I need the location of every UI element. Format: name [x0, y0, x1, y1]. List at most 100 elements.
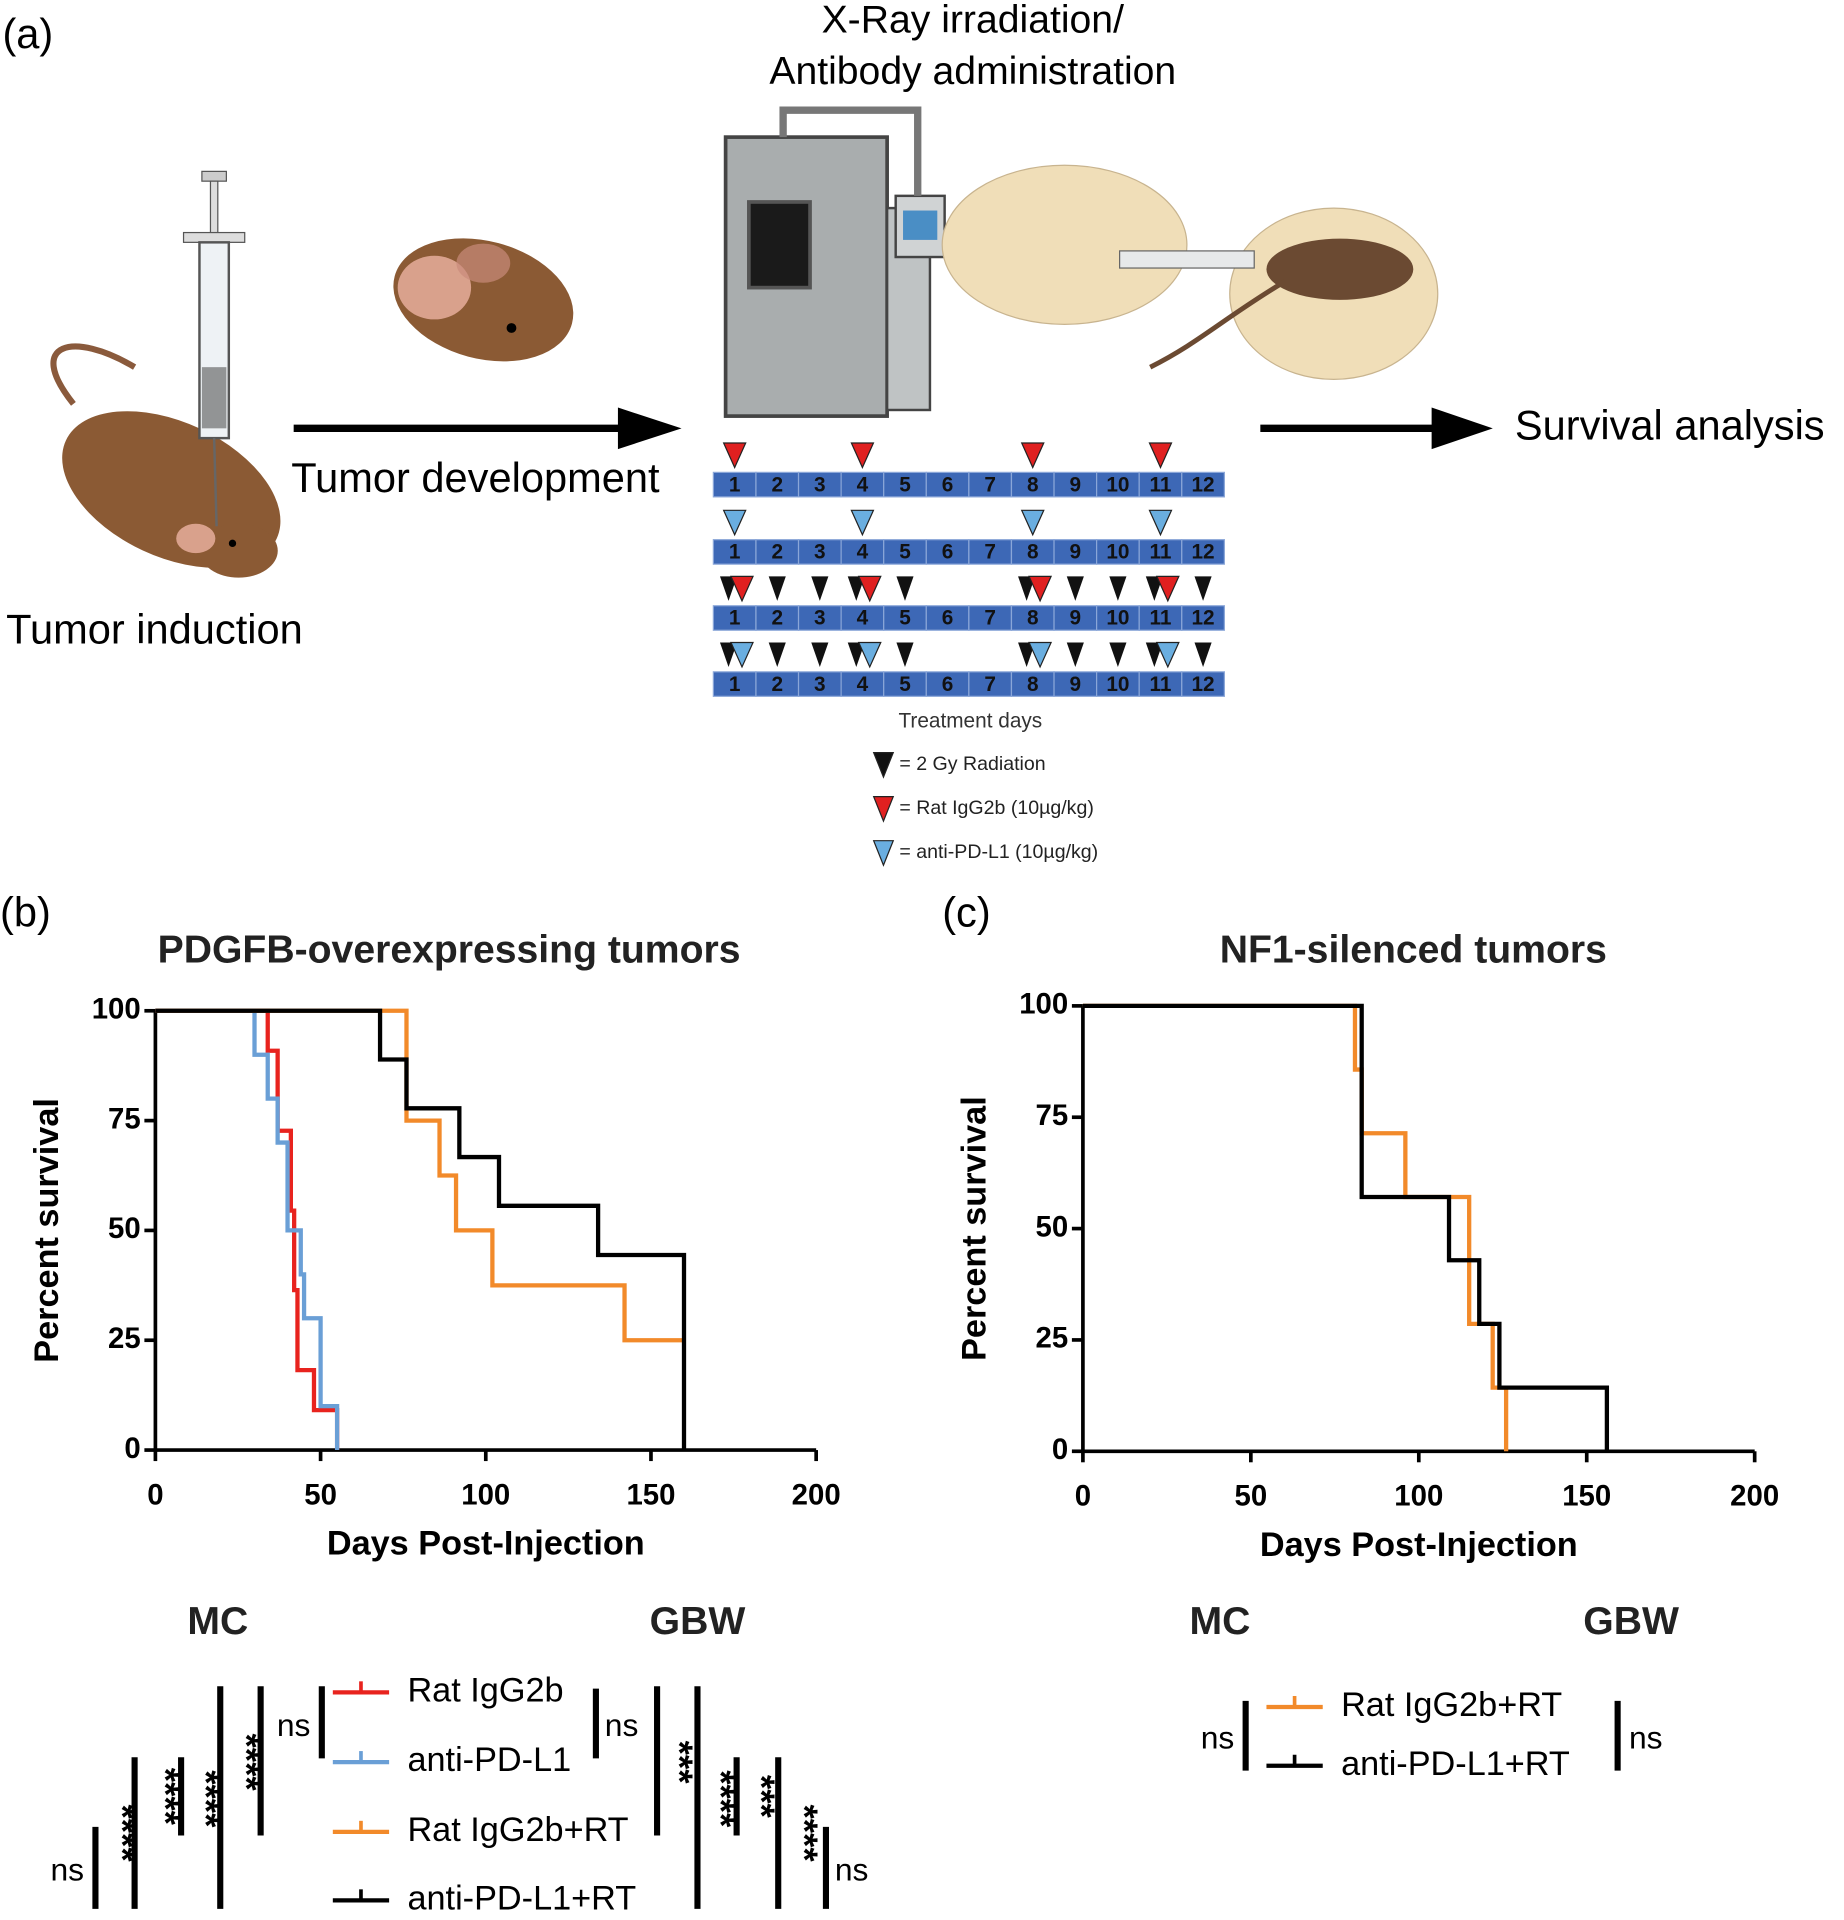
significance-label: ns: [1629, 1719, 1663, 1755]
x-tick-label: 150: [626, 1478, 675, 1511]
antibody-marker: [857, 575, 882, 603]
stats-header: MC: [1190, 1600, 1251, 1643]
survival-curve: [1082, 1003, 1610, 1452]
significance-label: ns: [277, 1707, 311, 1743]
day-number: 1: [729, 541, 741, 564]
day-number: 3: [814, 473, 826, 496]
day-number: 1: [729, 607, 741, 630]
day-cell: [755, 539, 800, 565]
antibody-marker: [1148, 442, 1173, 469]
stats-header: GBW: [1583, 1600, 1679, 1643]
y-tick-label: 100: [1019, 988, 1068, 1021]
radiation-marker: [1194, 576, 1212, 601]
y-tick-label: 50: [1036, 1210, 1069, 1243]
radiation-marker: [1109, 576, 1127, 601]
day-cell: [1010, 539, 1055, 565]
day-number: 10: [1106, 607, 1129, 630]
x-tick-label: 100: [461, 1478, 510, 1511]
survival-curve: [155, 1008, 687, 1451]
y-axis-label: Percent survival: [28, 1098, 66, 1363]
day-cell: [1181, 539, 1225, 565]
antibody-marker: [722, 509, 747, 537]
arrow: [1260, 407, 1493, 450]
legend-label: Rat IgG2b+RT: [407, 1811, 628, 1849]
stats-header: GBW: [650, 1600, 746, 1643]
day-number: 8: [1027, 473, 1039, 496]
survival-curve: [155, 1008, 340, 1451]
day-number: 2: [771, 673, 783, 696]
legend-label: Rat IgG2b: [407, 1671, 563, 1709]
legend-label: anti-PD-L1+RT: [1341, 1745, 1570, 1783]
day-number: 6: [942, 473, 954, 496]
day-cell: [925, 671, 970, 697]
x-axis-label: Days Post-Injection: [327, 1525, 645, 1563]
day-number: 12: [1191, 673, 1214, 696]
day-number: 4: [857, 673, 869, 696]
day-cell: [968, 539, 1013, 565]
day-number: 2: [771, 541, 783, 564]
x-axis-label: Days Post-Injection: [1260, 1526, 1578, 1564]
y-tick-label: 75: [108, 1102, 141, 1135]
day-number: 8: [1027, 607, 1039, 630]
antibody-marker: [730, 641, 754, 669]
radiation-marker: [768, 576, 786, 601]
x-tick-label: 100: [1394, 1480, 1443, 1513]
stats-header: MC: [187, 1600, 248, 1643]
day-number: 8: [1027, 673, 1039, 696]
antibody-marker: [850, 442, 875, 469]
y-tick-label: 0: [1052, 1433, 1068, 1466]
mouse-illustration: [50, 343, 281, 578]
significance-label: ****: [226, 1734, 267, 1792]
x-tick-label: 50: [1235, 1480, 1268, 1513]
day-number: 9: [1070, 607, 1082, 630]
day-cell: [1181, 605, 1225, 631]
day-number: 12: [1191, 541, 1214, 564]
day-cell: [840, 671, 885, 697]
day-cell: [755, 471, 800, 498]
panel-label: (b): [0, 888, 51, 935]
significance-label: ****: [102, 1805, 143, 1863]
significance-label: ****: [784, 1805, 825, 1863]
day-cell: [797, 539, 842, 565]
day-cell: [712, 671, 757, 697]
day-cell: [925, 605, 970, 631]
y-tick-label: 100: [92, 993, 141, 1026]
significance-label: ns: [51, 1852, 85, 1888]
step-label: Tumor development: [291, 454, 660, 501]
day-cell: [925, 471, 970, 498]
y-tick-label: 25: [1036, 1322, 1069, 1355]
day-number: 7: [984, 541, 996, 564]
antibody-marker: [1148, 509, 1173, 537]
antibody-marker: [1155, 575, 1180, 603]
day-cell: [1095, 671, 1140, 697]
day-number: 10: [1106, 473, 1129, 496]
significance-label: ***: [741, 1775, 782, 1819]
day-number: 10: [1106, 541, 1129, 564]
antibody-marker: [1020, 442, 1045, 469]
radiation-marker: [1066, 642, 1084, 667]
day-cell: [883, 671, 927, 697]
day-number: 2: [771, 607, 783, 630]
day-number: 6: [942, 673, 954, 696]
day-cell: [1181, 471, 1225, 498]
day-number: 2: [771, 473, 783, 496]
survival-curve: [155, 1008, 685, 1343]
day-number: 7: [984, 607, 996, 630]
day-cell: [712, 605, 757, 631]
step-title: X-Ray irradiation/: [822, 0, 1124, 41]
antibody-marker: [722, 442, 747, 469]
day-cell: [1053, 539, 1098, 565]
x-tick-label: 0: [147, 1478, 163, 1511]
legend-label: Rat IgG2b+RT: [1341, 1686, 1562, 1724]
significance-label: ***: [659, 1741, 700, 1785]
day-cell: [797, 471, 842, 498]
day-cell: [1138, 539, 1183, 565]
survival-curve: [1082, 1003, 1509, 1452]
day-number: 5: [899, 541, 911, 564]
radiation-marker: [811, 642, 829, 667]
day-number: 3: [814, 607, 826, 630]
day-number: 3: [814, 673, 826, 696]
day-number: 7: [984, 673, 996, 696]
